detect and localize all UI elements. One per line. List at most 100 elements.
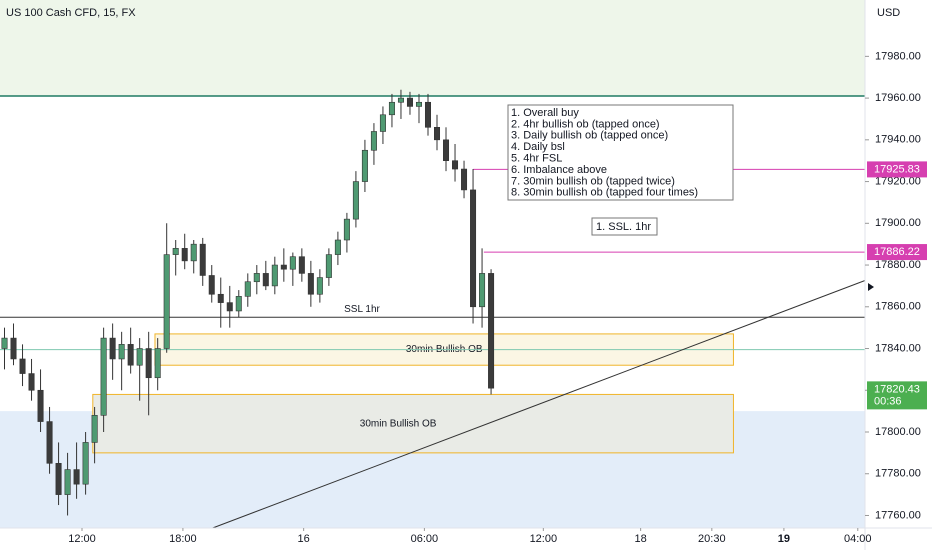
level-label: SSL 1hr	[344, 304, 380, 315]
price-tag	[867, 161, 927, 178]
chart-title: US 100 Cash CFD, 15, FX	[6, 7, 136, 19]
note-line: 6. Imbalance above	[511, 164, 607, 176]
x-tick-label: 18:00	[169, 533, 197, 545]
candle-body	[443, 139, 450, 161]
x-tick-label: 06:00	[411, 533, 439, 545]
order-block	[92, 393, 734, 454]
candle-body	[1, 337, 8, 349]
candle-body	[334, 239, 341, 255]
note-line: 4. Daily bsl	[511, 141, 565, 153]
candle-body	[46, 421, 53, 464]
candle-body	[127, 344, 134, 366]
zone	[0, 0, 865, 96]
candle-body	[163, 254, 170, 349]
candle-body	[55, 463, 62, 495]
candle-body	[10, 337, 17, 360]
candle-body	[280, 264, 287, 270]
price-tag	[867, 244, 927, 261]
y-tick-label: 17900.00	[875, 217, 921, 229]
candle-body	[217, 293, 224, 303]
candle-body	[298, 256, 305, 274]
candle-body	[379, 114, 386, 132]
y-tick-label: 17860.00	[875, 301, 921, 313]
x-tick-label: 04:00	[844, 533, 872, 545]
candle-body	[415, 101, 422, 107]
price-tag-label: 17925.83	[874, 163, 920, 175]
candle-body	[343, 218, 350, 241]
candle-body	[470, 189, 477, 308]
candle-body	[37, 389, 44, 422]
candle-body	[244, 281, 251, 297]
x-tick-label: 16	[298, 533, 310, 545]
note-line: 3. Daily bullish ob (tapped once)	[511, 130, 668, 142]
price-tag-label: 17886.22	[874, 246, 920, 258]
scroll-arrow[interactable]	[868, 283, 874, 291]
note-line: 5. 4hr FSL	[511, 153, 562, 165]
candle-body	[91, 415, 98, 443]
candle-body	[145, 348, 152, 379]
y-tick-label: 17940.00	[875, 134, 921, 146]
y-tick-label: 17920.00	[875, 175, 921, 187]
candle-body	[316, 277, 323, 295]
note-line: 2. 4hr bullish ob (tapped once)	[511, 118, 660, 130]
y-tick-label: 17780.00	[875, 468, 921, 480]
note-line: 7. 30min bullish ob (tapped twice)	[511, 175, 675, 187]
candle-body	[488, 273, 495, 389]
x-tick-label: 12:00	[68, 533, 96, 545]
candle-body	[434, 127, 441, 141]
note-small-box	[591, 217, 658, 236]
candle-body	[307, 273, 314, 295]
candle-body	[82, 442, 89, 485]
y-tick-label: 17840.00	[875, 342, 921, 354]
candle-body	[181, 248, 188, 262]
candle-body	[208, 275, 215, 295]
candle-body	[109, 337, 116, 360]
candle-body	[479, 273, 486, 308]
note-line: 1. Overall buy	[511, 107, 579, 119]
trend-line	[212, 280, 866, 529]
candle-body	[424, 101, 431, 128]
candle-body	[370, 131, 377, 151]
x-tick-label: 20:30	[698, 533, 726, 545]
candle-body	[73, 469, 80, 485]
y-tick-label: 17960.00	[875, 92, 921, 104]
candle-body	[226, 302, 233, 312]
last-price-tag	[867, 381, 927, 410]
y-tick-label: 17760.00	[875, 509, 921, 521]
currency[interactable]: USD	[877, 7, 900, 19]
candle-body	[253, 273, 260, 283]
note-line: 8. 30min bullish ob (tapped four times)	[511, 187, 698, 199]
candle-body	[235, 296, 242, 312]
order-block-label: 30min Bullish OB	[360, 418, 437, 429]
candle-body	[199, 243, 206, 276]
candle-body	[452, 160, 459, 170]
candle-body	[406, 97, 413, 107]
x-tick-label: 19	[778, 533, 790, 545]
x-tick-label: 18	[635, 533, 647, 545]
candle-body	[190, 243, 197, 262]
candle-body	[172, 248, 179, 255]
candle-body	[325, 254, 332, 278]
candle-body	[262, 273, 269, 287]
y-tick-label: 17880.00	[875, 259, 921, 271]
x-tick-label: 12:00	[530, 533, 558, 545]
y-tick-label: 17800.00	[875, 426, 921, 438]
candle-body	[388, 101, 395, 116]
candle-body	[28, 373, 35, 391]
notes-box	[507, 104, 734, 201]
candle-body	[271, 264, 278, 287]
candle-body	[19, 358, 26, 374]
candle-body	[154, 348, 161, 379]
candle-body	[64, 469, 71, 495]
y-tick-label: 17980.00	[875, 50, 921, 62]
candle-body	[461, 168, 468, 191]
note-small: 1. SSL. 1hr	[596, 221, 651, 233]
candle-body	[361, 149, 368, 182]
candle-body	[136, 348, 143, 366]
candle-body	[118, 344, 125, 360]
candle-body	[397, 97, 404, 103]
countdown: 00:36	[874, 395, 902, 407]
